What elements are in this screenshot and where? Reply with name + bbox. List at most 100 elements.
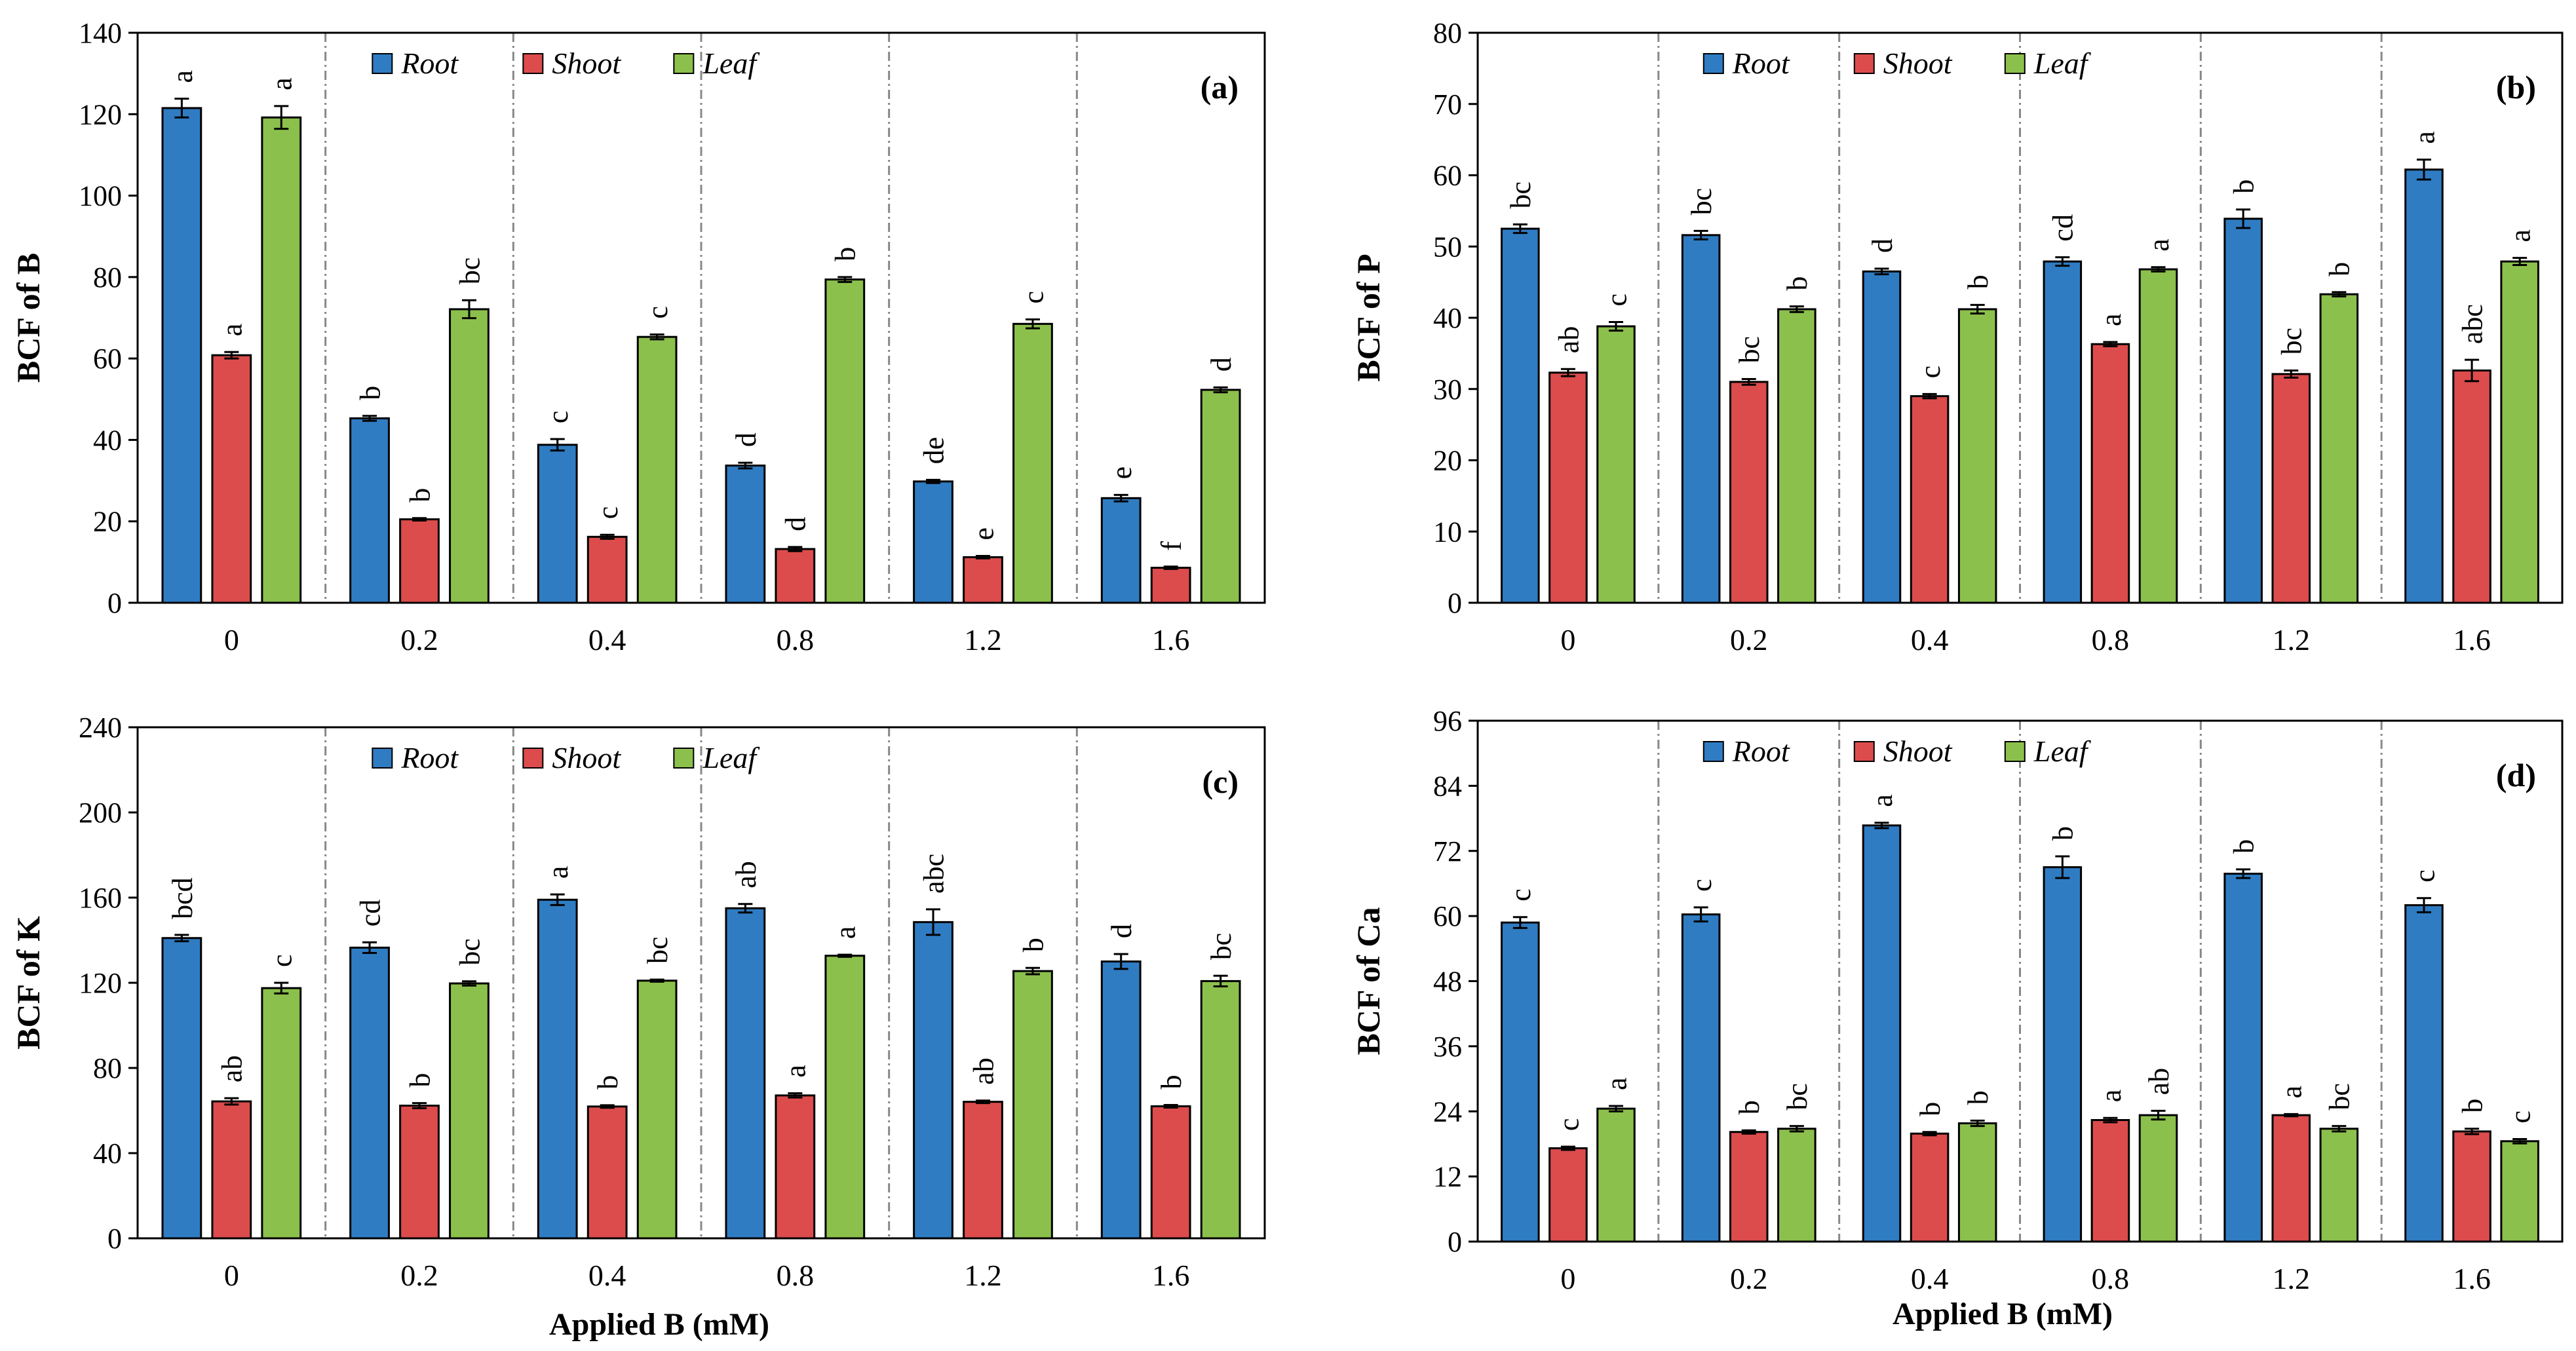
- significance-letter: c: [266, 954, 298, 967]
- y-tick-label: 0: [1448, 587, 1462, 619]
- bar-root: [913, 480, 953, 604]
- significance-letter: a: [2143, 238, 2175, 252]
- significance-letter: a: [2095, 1090, 2127, 1103]
- legend-swatch-leaf: [2004, 53, 2026, 74]
- legend-label-leaf: Leaf: [702, 47, 760, 80]
- x-tick-label: 1.2: [964, 1259, 1002, 1292]
- legend-label-leaf: Leaf: [2033, 47, 2092, 80]
- y-tick-label: 30: [1433, 373, 1462, 406]
- significance-letter: a: [2505, 229, 2537, 242]
- legend-label-shoot: Shoot: [552, 47, 621, 80]
- bar-shoot: [399, 1105, 440, 1240]
- significance-letter: a: [1600, 1077, 1632, 1090]
- y-tick-label: 240: [79, 712, 122, 744]
- bar-shoot: [775, 1094, 816, 1240]
- x-tick-label: 0: [224, 1259, 239, 1292]
- legend-swatch-root: [1702, 741, 1724, 762]
- significance-letter: abc: [917, 854, 950, 894]
- x-tick-label: 1.6: [1152, 1259, 1190, 1292]
- x-tick-label: 0.8: [777, 1259, 815, 1292]
- legend-swatch-leaf: [2004, 741, 2026, 762]
- y-axis-title: BCF of Ca: [1350, 907, 1387, 1056]
- significance-letter: a: [216, 324, 248, 337]
- significance-letter: a: [1866, 794, 1898, 807]
- significance-letter: c: [1017, 291, 1049, 304]
- bar-leaf: [1777, 1128, 1817, 1243]
- y-tick-label: 10: [1433, 516, 1462, 548]
- x-tick-label: 1.6: [2453, 1262, 2491, 1295]
- significance-letter: c: [1685, 879, 1718, 892]
- bar-shoot: [211, 354, 252, 604]
- bar-shoot: [2452, 1130, 2491, 1243]
- bar-leaf: [261, 116, 302, 604]
- bar-root: [913, 921, 953, 1240]
- significance-letter: b: [1733, 1100, 1765, 1114]
- y-tick-label: 0: [1448, 1226, 1462, 1258]
- x-tick-label: 0: [224, 623, 239, 656]
- significance-letter: c: [1600, 294, 1632, 307]
- bar-leaf: [824, 278, 866, 604]
- plot-frame: [1476, 719, 2564, 1243]
- bar-root: [161, 937, 202, 1240]
- plot-frame: [136, 726, 1266, 1240]
- significance-letter: bc: [1781, 1083, 1813, 1111]
- significance-letter: b: [2228, 839, 2260, 854]
- bar-shoot: [963, 1101, 1003, 1240]
- x-tick-label: 0: [1560, 623, 1575, 656]
- x-axis-label-left: Applied B (mM): [549, 1307, 769, 1342]
- bar-shoot: [211, 1100, 252, 1240]
- bar-leaf: [2319, 293, 2359, 604]
- y-tick-label: 80: [93, 1052, 122, 1084]
- significance-letter: bc: [453, 257, 486, 285]
- significance-letter: bc: [642, 937, 674, 964]
- significance-letter: a: [830, 926, 862, 940]
- y-tick-label: 40: [1433, 302, 1462, 334]
- y-tick-label: 40: [93, 424, 122, 456]
- bar-leaf: [261, 987, 302, 1240]
- significance-letter: c: [1552, 1118, 1585, 1132]
- x-tick-label: 0.4: [588, 1259, 626, 1292]
- x-tick-label: 1.2: [2273, 1262, 2311, 1295]
- bar-root: [2223, 218, 2263, 604]
- bar-shoot: [1548, 1147, 1588, 1243]
- significance-letter: bcd: [166, 877, 199, 919]
- bar-shoot: [775, 548, 816, 604]
- plot-frame: [1476, 31, 2564, 604]
- bar-shoot: [2090, 343, 2130, 604]
- y-tick-label: 0: [107, 587, 122, 619]
- legend-label-root: Root: [1732, 734, 1790, 768]
- significance-letter: a: [2276, 1086, 2308, 1099]
- x-axis-label-right: Applied B (mM): [1893, 1297, 2113, 1331]
- bar-leaf: [449, 982, 490, 1240]
- y-tick-label: 200: [79, 797, 122, 829]
- x-tick-label: 0.4: [588, 623, 626, 656]
- significance-letter: d: [1205, 357, 1237, 371]
- x-tick-label: 0: [1560, 1262, 1575, 1295]
- legend-swatch-shoot: [1853, 741, 1875, 762]
- bar-leaf: [1957, 1122, 1997, 1243]
- panel-label-c: (c): [1202, 763, 1239, 800]
- y-tick-label: 100: [79, 180, 122, 212]
- significance-letter: a: [542, 866, 574, 879]
- x-tick-label: 0.8: [2092, 623, 2130, 656]
- significance-letter: bc: [2324, 1083, 2356, 1111]
- bar-leaf: [1012, 322, 1053, 604]
- significance-letter: ab: [730, 861, 762, 888]
- significance-letter: cd: [2047, 214, 2079, 242]
- significance-letter: cd: [354, 900, 386, 927]
- x-tick-label: 1.6: [2453, 623, 2491, 656]
- significance-letter: c: [1914, 366, 1946, 379]
- bar-root: [537, 444, 578, 604]
- legend-label-shoot: Shoot: [1883, 734, 1953, 768]
- bar-root: [349, 946, 390, 1240]
- x-tick-label: 0.2: [400, 623, 438, 656]
- x-tick-label: 0.4: [1911, 623, 1949, 656]
- y-tick-label: 0: [107, 1223, 122, 1255]
- bar-shoot: [2271, 1114, 2311, 1243]
- significance-letter: f: [1155, 541, 1187, 551]
- significance-letter: b: [1962, 1090, 1994, 1105]
- y-tick-label: 84: [1433, 770, 1462, 802]
- y-tick-label: 80: [1433, 17, 1462, 49]
